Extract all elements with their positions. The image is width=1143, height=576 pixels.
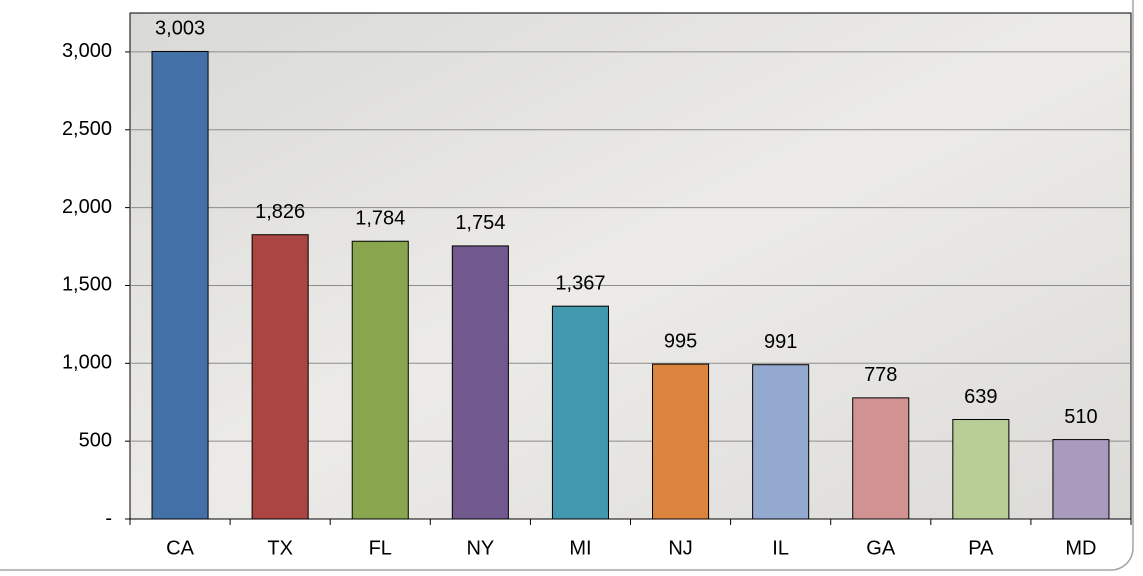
y-tick-label: 500 — [79, 429, 112, 451]
data-label: 1,367 — [555, 272, 605, 294]
x-tick-label: IL — [772, 537, 789, 559]
y-tick-label: 2,500 — [62, 118, 112, 140]
y-tick-label: 3,000 — [62, 40, 112, 62]
x-tick-label: MD — [1065, 537, 1096, 559]
data-label: 991 — [764, 331, 797, 353]
x-tick-label: GA — [866, 537, 896, 559]
y-tick-label: - — [105, 507, 112, 529]
data-label: 639 — [964, 386, 997, 408]
data-label: 995 — [664, 330, 697, 352]
bar — [152, 51, 208, 519]
data-label: 778 — [864, 364, 897, 386]
data-label: 3,003 — [155, 18, 205, 40]
x-tick-label: NJ — [668, 537, 692, 559]
page: {"chart_data": {"type": "bar", "categori… — [0, 0, 1143, 576]
y-tick-label: 2,000 — [62, 196, 112, 218]
x-tick-label: CA — [166, 537, 194, 559]
bar — [953, 420, 1009, 519]
bar — [753, 365, 809, 519]
bar — [653, 364, 709, 519]
y-tick-label: 1,000 — [62, 352, 112, 374]
bar — [452, 246, 508, 519]
data-label: 1,826 — [255, 201, 305, 223]
bar — [1053, 440, 1109, 519]
bar — [552, 306, 608, 519]
data-label: 1,784 — [355, 208, 405, 230]
x-tick-label: FL — [369, 537, 392, 559]
data-label: 1,754 — [455, 212, 505, 234]
x-tick-label: TX — [267, 537, 293, 559]
chart: - 500 1,000 1,500 2,000 2,500 3,000 CA 3,003 TX 1,… — [0, 0, 1143, 576]
bar — [853, 398, 909, 519]
x-tick-label: MI — [569, 537, 591, 559]
bar — [352, 241, 408, 519]
data-label: 510 — [1064, 406, 1097, 428]
x-tick-label: NY — [466, 537, 494, 559]
bar — [252, 235, 308, 519]
y-tick-label: 1,500 — [62, 274, 112, 296]
x-tick-label: PA — [968, 537, 994, 559]
